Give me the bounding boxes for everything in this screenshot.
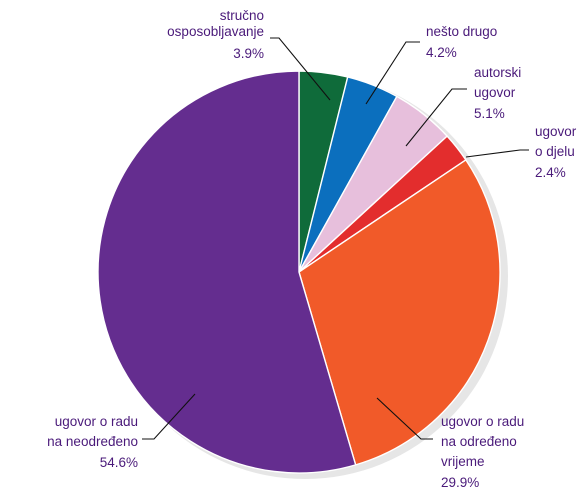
slice-value-strucno-osposobljavanje: 3.9% [233,46,264,61]
slice-value-nesto-drugo: 4.2% [426,45,457,60]
leader-line-ugovor-o-radu-na-odredeno-vrijeme [376,397,433,440]
slice-value-ugovor-o-radu-na-odredeno-vrijeme: 29.9% [441,475,479,490]
slice-label-strucno-osposobljavanje-2: osposobljavanje [167,24,264,39]
pie-slices [97,70,501,474]
slice-label-ugovor-o-radu-na-odredeno-vrijeme-2: na određeno [441,434,517,449]
label-group-autorski-ugovor: autorski ugovor 5.1% [474,65,521,121]
slice-value-ugovor-o-djelu: 2.4% [535,165,566,180]
leader-line-nesto-drugo [365,41,420,105]
pie-slice-ugovor-o-radu-na-neodredeno [97,70,357,474]
slice-label-nesto-drugo-1: nešto drugo [426,24,497,39]
label-group-ugovor-o-radu-na-neodredeno: ugovor o radu na neodređeno 54.6% [47,414,138,470]
leader-line-strucno-osposobljavanje [270,37,331,101]
slice-label-ugovor-o-radu-na-neodredeno-2: na neodređeno [47,434,138,449]
label-group-ugovor-o-djelu: ugovor o djelu 2.4% [535,124,577,180]
slice-label-ugovor-o-djelu-1: ugovor [535,124,577,139]
leader-line-autorski-ugovor [405,88,467,147]
slice-label-autorski-ugovor-1: autorski [474,65,521,80]
leader-line-ugovor-o-radu-na-neodredeno [142,393,196,440]
label-group-nesto-drugo: nešto drugo 4.2% [426,24,497,60]
label-group-ugovor-o-radu-na-odredeno-vrijeme: ugovor o radu na određeno vrijeme 29.9% [441,414,524,490]
slice-label-strucno-osposobljavanje-1: stručno [220,8,264,23]
leader-lines [142,37,529,440]
slice-label-ugovor-o-radu-na-odredeno-vrijeme-3: vrijeme [441,454,485,469]
slice-label-ugovor-o-radu-na-neodredeno-1: ugovor o radu [55,414,138,429]
slice-label-ugovor-o-djelu-2: o djelu [535,144,575,159]
leader-line-ugovor-o-djelu [465,149,529,158]
slice-label-ugovor-o-radu-na-odredeno-vrijeme-1: ugovor o radu [441,414,524,429]
slice-label-autorski-ugovor-2: ugovor [474,85,516,100]
slice-value-autorski-ugovor: 5.1% [474,106,505,121]
slice-value-ugovor-o-radu-na-neodredeno: 54.6% [100,455,138,470]
pie-slice-ugovor-o-radu-na-odredeno-vrijeme [298,159,501,466]
